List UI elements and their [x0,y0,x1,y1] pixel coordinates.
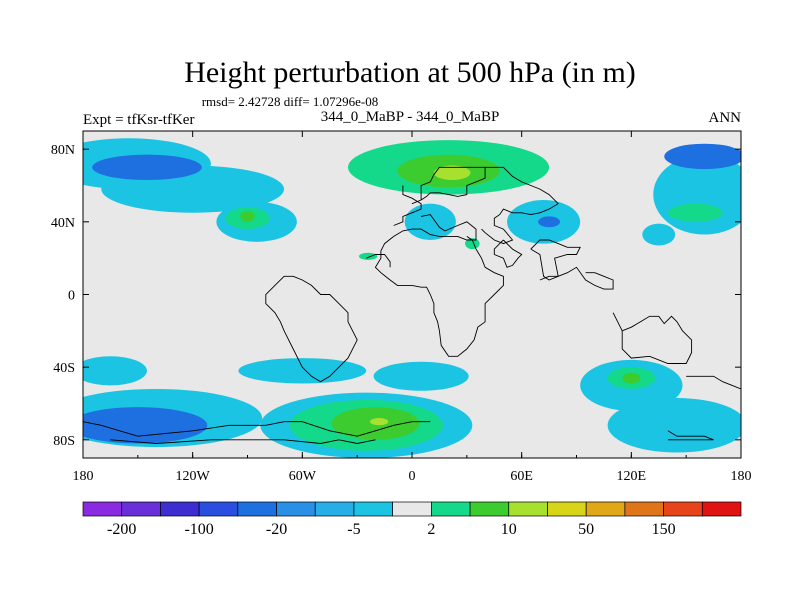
colorbar-swatch [198,501,239,517]
colorbar-label: -20 [266,521,287,538]
coastline [366,254,391,268]
colorbar-label: 10 [501,521,517,538]
contour-region [110,370,129,382]
colorbar-swatch [121,501,161,517]
contour-region [369,418,389,426]
colorbar-label: -200 [107,521,136,538]
colorbar-swatch [237,501,277,517]
coastline [686,375,741,390]
colorbar-label: 150 [652,521,676,538]
coastline [667,430,714,441]
contour-region [642,223,676,246]
colorbar-swatch [160,501,200,517]
colorbar-swatch [624,501,664,517]
contour-region [538,216,561,228]
coastline [265,275,358,383]
y-axis: 80N 40N 0 40S 80S [51,143,741,449]
contour-region [404,203,456,240]
contour-region [622,372,641,384]
x-tick-label: 120E [617,469,647,484]
colorbar-swatch [431,501,471,517]
colorbar-swatch [585,501,626,517]
chart-title: Height perturbation at 500 hPa (in m) [184,56,636,89]
contour-region [667,203,723,222]
contour-region [433,165,471,181]
contour-region [465,238,480,250]
colorbar-swatch [701,501,742,517]
coastline [393,185,422,226]
colorbar-swatch [353,501,393,517]
colorbar-swatch [508,501,548,517]
colorbar-swatch [392,501,432,517]
contour-region [664,143,741,170]
center-label: 344_0_MaBP - 344_0_MaBP [321,109,500,125]
y-tick-label: 80N [51,143,75,158]
colorbar-swatch [82,501,123,517]
contour-region [607,398,741,453]
left-label: Expt = tfKsr-tfKer [83,112,194,128]
colorbar-label: -100 [184,521,213,538]
x-tick-label: 120W [176,469,211,484]
contour-region [83,356,147,386]
coastline [493,239,523,268]
contour-region [238,358,367,384]
colorbar-swatch [469,501,510,517]
x-tick-label: 180 [73,469,94,484]
coastline [530,239,581,281]
y-tick-label: 80S [53,434,75,449]
coastline [83,421,431,437]
plot-area [82,130,742,459]
y-tick-label: 0 [68,289,75,304]
right-label: ANN [709,110,742,126]
contour-region [83,407,208,444]
contour-region [358,252,378,260]
x-tick-label: 0 [409,469,416,484]
x-tick-label: 60W [289,469,317,484]
contour-region [240,210,255,222]
colorbar-swatch [314,501,355,517]
coastlines [83,166,741,444]
coastline [612,312,693,364]
contour-fills [83,138,741,458]
colorbar-label: 50 [578,521,594,538]
y-tick-label: 40S [53,361,75,376]
colorbar-swatch [547,501,587,517]
colorbar-swatch [276,501,316,517]
x-tick-label: 180 [731,469,752,484]
colorbar-label: 2 [427,521,435,538]
y-tick-label: 40N [51,216,75,231]
colorbar: -200 -100 -20 -5 2 10 50 150 [82,501,742,538]
coastline [110,439,376,444]
coastline [411,166,486,205]
colorbar-swatch [663,501,703,517]
coastline [481,166,559,245]
contour-region [92,154,202,181]
contour-region [373,361,469,391]
x-axis: 180 120W 60W 0 60E 120E 180 [73,131,752,484]
stats-label: rmsd= 2.42728 diff= 1.07296e-08 [202,94,379,109]
colorbar-label: -5 [347,521,360,538]
x-tick-label: 60E [510,469,533,484]
coastline [374,214,504,357]
